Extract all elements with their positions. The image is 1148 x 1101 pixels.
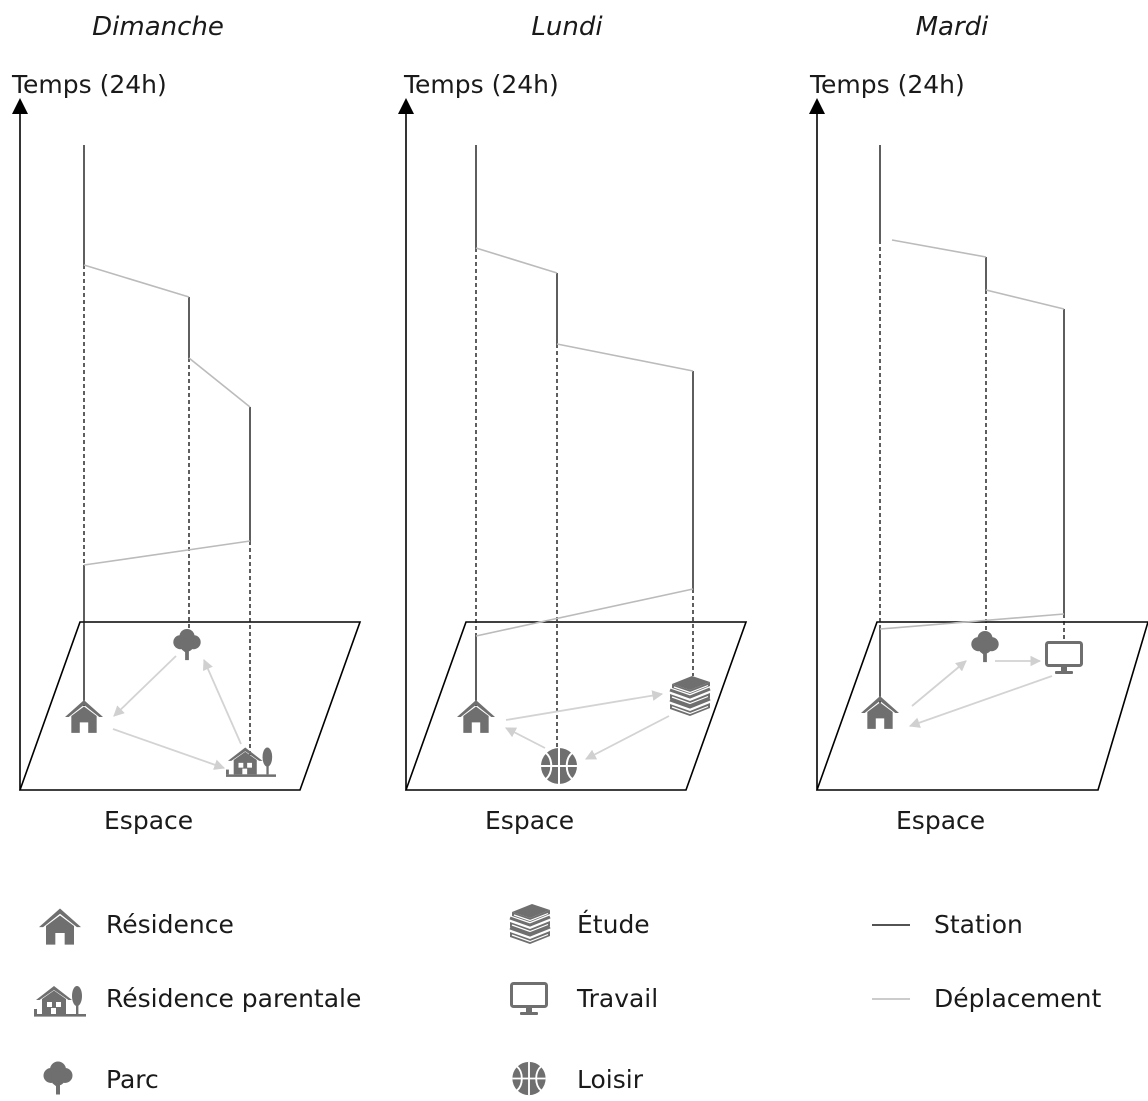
legend-icons xyxy=(34,902,910,1097)
legend-label-parental: Résidence parentale xyxy=(106,984,362,1013)
space-plane xyxy=(815,621,1148,791)
legend-label-etude: Étude xyxy=(577,910,650,939)
monitor-icon xyxy=(1045,641,1083,676)
day-title: Dimanche xyxy=(92,12,224,42)
legend-label-station: Station xyxy=(934,910,1023,939)
y-axis-label: Temps (24h) xyxy=(404,70,559,99)
trip-line xyxy=(556,343,694,372)
space-plane xyxy=(404,621,748,791)
legend-label-deplacement: Déplacement xyxy=(934,984,1102,1013)
trip-line xyxy=(879,613,1065,630)
flow-arrow xyxy=(911,660,967,707)
monitor-icon xyxy=(510,982,548,1017)
books-icon xyxy=(508,902,552,946)
house-icon xyxy=(39,908,81,945)
trip-line xyxy=(83,540,251,566)
trip-line xyxy=(891,239,987,258)
panel-lundi xyxy=(398,98,748,791)
tree-icon xyxy=(970,629,1000,664)
space-plane xyxy=(18,621,362,791)
panel-dimanche xyxy=(12,98,362,791)
trip-line xyxy=(475,588,694,637)
y-axis-label: Temps (24h) xyxy=(810,70,965,99)
x-axis-label: Espace xyxy=(104,806,194,835)
flow-arrow xyxy=(202,659,242,745)
parental-house-icon xyxy=(226,747,276,777)
flow-arrow xyxy=(112,728,226,770)
day-title: Lundi xyxy=(531,12,603,42)
flow-arrow xyxy=(908,675,1053,728)
books-icon xyxy=(668,674,712,718)
basketball-icon xyxy=(540,747,578,785)
x-axis-label: Espace xyxy=(485,806,575,835)
legend-label-parc: Parc xyxy=(106,1065,159,1094)
tree-icon xyxy=(172,627,202,662)
flow-arrow xyxy=(585,715,670,760)
legend-label-travail: Travail xyxy=(577,984,659,1013)
legend-label-residence: Résidence xyxy=(106,910,234,939)
trip-line xyxy=(985,289,1065,310)
tree-icon xyxy=(42,1060,74,1096)
x-axis-label: Espace xyxy=(896,806,986,835)
trip-line xyxy=(83,264,190,298)
legend-label-loisir: Loisir xyxy=(577,1065,643,1094)
flow-arrow xyxy=(505,690,664,721)
parental-house-icon xyxy=(34,986,86,1017)
trip-line xyxy=(188,357,251,408)
day-title: Mardi xyxy=(915,12,989,42)
panel-mardi xyxy=(809,98,1148,791)
flow-arrow xyxy=(113,655,177,717)
y-axis-label: Temps (24h) xyxy=(12,70,167,99)
trip-line xyxy=(475,247,558,274)
flow-arrow xyxy=(505,727,546,749)
basketball-icon xyxy=(511,1060,547,1097)
